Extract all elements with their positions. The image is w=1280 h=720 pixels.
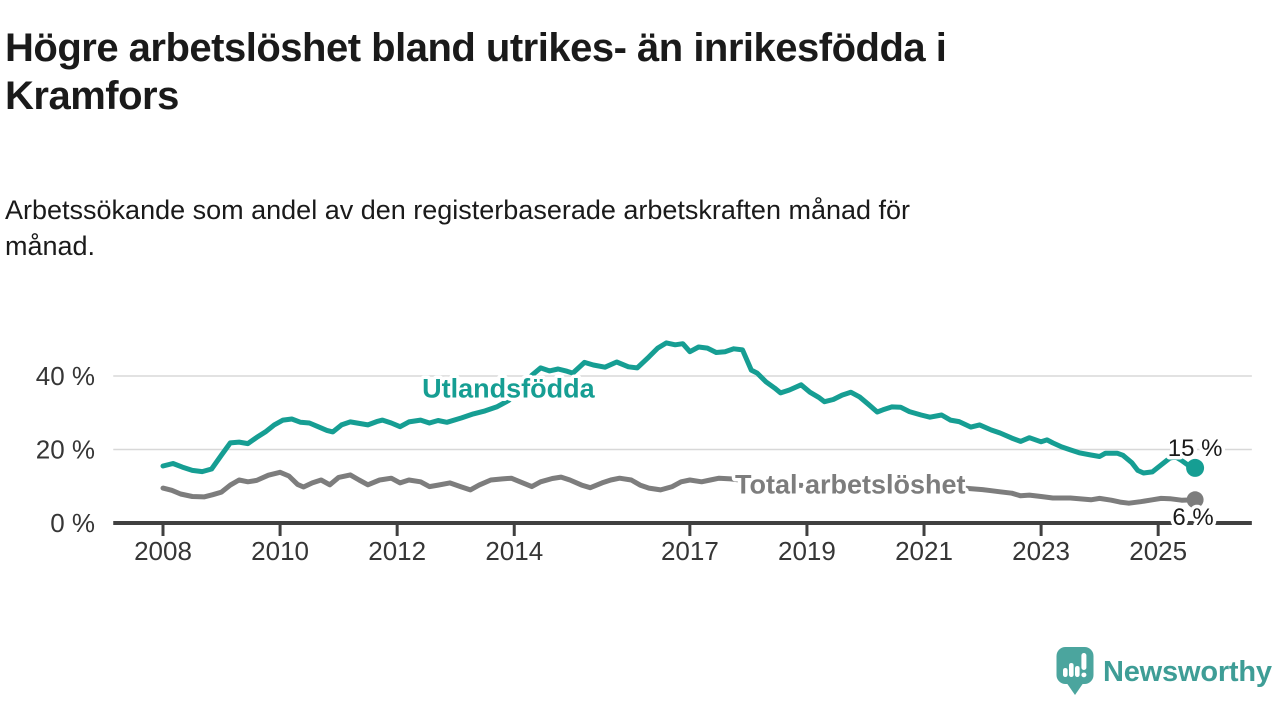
series-end-value-utlandsfodda: 15 %	[1168, 435, 1223, 462]
page-title-line-1: Högre arbetslöshet bland utrikes- än inr…	[5, 26, 947, 70]
x-axis-label-2021: 2021	[895, 536, 953, 566]
newsworthy-wordmark: Newsworthy	[1103, 656, 1272, 688]
y-axis-label-20: 20 %	[36, 435, 95, 465]
page-subtitle-line-2: månad.	[5, 231, 96, 261]
series-end-value-total-arbetsloshet: 6 %	[1172, 504, 1213, 531]
bar-chart-exclamation-icon	[1063, 653, 1087, 678]
page-title: Högre arbetslöshet bland utrikes- än inr…	[5, 24, 1215, 120]
page-title-line-2: Kramfors	[5, 74, 179, 118]
y-axis-label-40: 40 %	[36, 361, 95, 391]
newsworthy-logo-icon	[1056, 647, 1094, 695]
x-axis-label-2010: 2010	[251, 536, 309, 566]
page-subtitle: Arbetssökande som andel av den registerb…	[5, 192, 1215, 264]
x-axis-label-2025: 2025	[1129, 536, 1187, 566]
series-label-total-arbetsloshet: Total arbetslöshet	[735, 469, 966, 499]
x-axis-label-2019: 2019	[778, 536, 836, 566]
x-axis-label-2012: 2012	[368, 536, 426, 566]
series-line-total-arbetsloshet	[160, 469, 1198, 506]
x-axis-label-2017: 2017	[661, 536, 719, 566]
page-subtitle-line-1: Arbetssökande som andel av den registerb…	[5, 195, 911, 225]
x-axis-label-2014: 2014	[485, 536, 543, 566]
x-axis-label-2023: 2023	[1012, 536, 1070, 566]
newsworthy-logo: Newsworthy	[1056, 645, 1272, 703]
series-end-dot-total-arbetsloshet	[1186, 491, 1204, 509]
series-end-dot-utlandsfodda	[1186, 458, 1205, 477]
y-axis-label-0: 0 %	[50, 508, 95, 538]
series-label-utlandsfodda: Utlandsfödda	[422, 373, 595, 403]
x-axis-label-2008: 2008	[134, 536, 192, 566]
series-line-utlandsfodda	[160, 340, 1198, 476]
